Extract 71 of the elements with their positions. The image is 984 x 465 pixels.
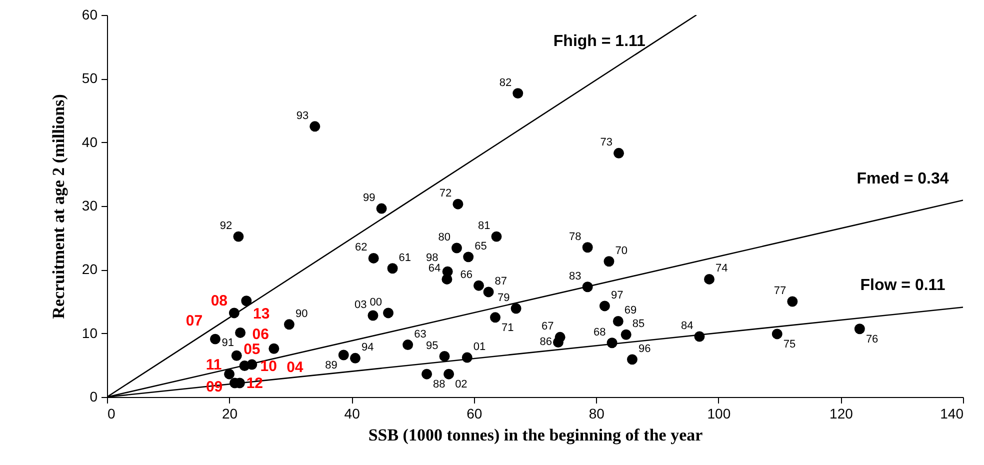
annotation: 64 <box>428 262 441 275</box>
x-tick-label: 40 <box>344 406 360 422</box>
annotation: 95 <box>426 340 438 352</box>
y-tick-label: 40 <box>82 134 98 150</box>
annotation: 89 <box>325 359 338 372</box>
annotation: 96 <box>638 342 651 355</box>
x-tick-label: 140 <box>940 406 964 422</box>
annotation: 08 <box>210 292 228 310</box>
annotation: 94 <box>362 342 374 354</box>
annotation: 69 <box>624 304 637 317</box>
annotation: 63 <box>414 328 426 340</box>
x-tick-label: 0 <box>108 406 116 422</box>
annotation: 05 <box>244 341 260 358</box>
annotation: 02 <box>455 378 468 391</box>
annotation: 04 <box>286 359 304 376</box>
x-tick-label: 80 <box>588 406 605 422</box>
annotation: 82 <box>499 76 512 89</box>
y-axis-title: Recruitment at age 2 (millions) <box>48 94 68 319</box>
annotation: 98 <box>426 252 438 264</box>
series-label: Fmed = 0.34 <box>856 170 949 188</box>
y-tick-label: 60 <box>82 6 98 22</box>
annotation: 07 <box>186 312 203 330</box>
annotation: 72 <box>439 188 452 200</box>
y-tick-label: 20 <box>82 261 98 278</box>
annotation: 10 <box>260 358 277 375</box>
y-tick-label: 50 <box>82 70 98 86</box>
annotation: 86 <box>540 336 552 348</box>
annotation: 70 <box>615 244 628 257</box>
annotation: 88 <box>433 378 446 391</box>
annotation: 91 <box>222 337 234 350</box>
annotation: 01 <box>473 341 486 354</box>
annotation: 76 <box>866 333 878 346</box>
series-label: Flow = 0.11 <box>860 277 946 294</box>
annotation: 13 <box>253 305 270 322</box>
annotation: 84 <box>680 320 694 332</box>
annotation: 85 <box>632 318 645 330</box>
annotation: 66 <box>460 269 472 282</box>
y-tick-label: 10 <box>82 324 98 341</box>
x-tick-label: 20 <box>222 406 238 422</box>
annotation: 71 <box>502 322 514 334</box>
annotation: 74 <box>716 262 728 275</box>
annotation: 90 <box>295 308 308 320</box>
annotation: 80 <box>438 232 450 244</box>
annotation: 03 <box>354 299 367 312</box>
x-tick-label: 120 <box>830 406 854 422</box>
annotation: 79 <box>498 292 510 304</box>
annotation: 97 <box>610 289 624 302</box>
annotation: 73 <box>600 136 612 149</box>
annotation: 93 <box>296 110 309 122</box>
annotation: 61 <box>398 252 412 264</box>
series-label: Fhigh = 1.11 <box>553 33 646 50</box>
annotation: 67 <box>542 320 554 333</box>
annotation: 75 <box>783 338 796 350</box>
annotation: 65 <box>474 240 487 252</box>
x-axis-title: SSB (1000 tonnes) in the beginning of the year <box>368 426 704 444</box>
annotation: 68 <box>594 326 606 338</box>
annotation: 87 <box>494 275 508 288</box>
annotation: 77 <box>774 285 786 297</box>
annotation: 78 <box>569 230 582 243</box>
x-tick-label: 100 <box>707 406 731 422</box>
y-tick-label: 0 <box>90 388 98 404</box>
annotation: 11 <box>206 356 222 374</box>
annotation: 83 <box>569 270 582 282</box>
annotation: 81 <box>478 220 490 232</box>
annotation: 06 <box>252 326 269 344</box>
annotation: 00 <box>370 296 382 308</box>
x-tick-label: 60 <box>466 406 482 422</box>
annotation: 62 <box>355 242 368 254</box>
annotation: 99 <box>363 192 376 204</box>
annotation: 92 <box>220 220 232 232</box>
y-tick-label: 30 <box>82 198 98 214</box>
